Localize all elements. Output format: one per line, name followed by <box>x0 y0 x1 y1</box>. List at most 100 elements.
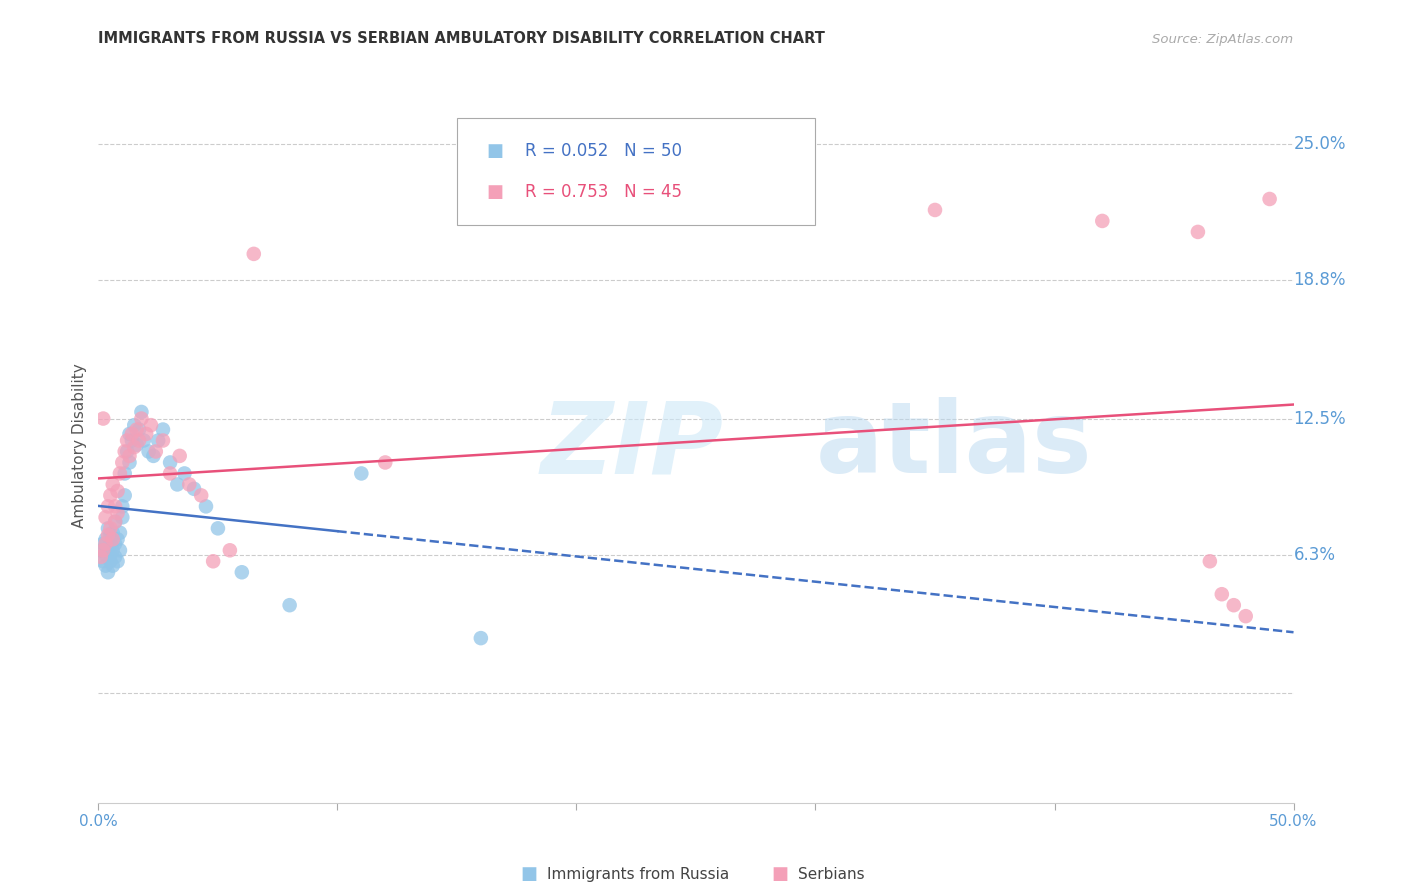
Text: 6.3%: 6.3% <box>1294 546 1336 564</box>
Point <box>169 449 191 463</box>
Point <box>202 554 225 568</box>
Point <box>108 543 131 558</box>
Point <box>104 515 127 529</box>
Point <box>152 434 174 448</box>
Point <box>128 423 150 437</box>
Text: ■: ■ <box>770 865 789 883</box>
Point <box>97 500 120 514</box>
Point <box>924 202 946 217</box>
Text: 18.8%: 18.8% <box>1294 271 1346 289</box>
Text: IMMIGRANTS FROM RUSSIA VS SERBIAN AMBULATORY DISABILITY CORRELATION CHART: IMMIGRANTS FROM RUSSIA VS SERBIAN AMBULA… <box>98 31 825 46</box>
Point <box>91 554 114 568</box>
FancyBboxPatch shape <box>457 118 815 225</box>
Point <box>470 631 492 645</box>
Point <box>118 455 141 469</box>
Point <box>104 549 127 564</box>
Point <box>350 467 373 481</box>
Point <box>94 558 117 573</box>
Point <box>101 558 124 573</box>
Text: Source: ZipAtlas.com: Source: ZipAtlas.com <box>1153 33 1294 46</box>
Point <box>114 444 136 458</box>
Point <box>1211 587 1233 601</box>
Point <box>278 598 301 612</box>
Point <box>179 477 201 491</box>
Point <box>98 528 122 542</box>
Point <box>107 533 129 547</box>
Point <box>131 411 153 425</box>
Point <box>98 537 122 551</box>
Point <box>94 533 117 547</box>
Point <box>97 566 120 580</box>
Point <box>125 423 148 437</box>
Point <box>145 444 167 458</box>
Point <box>98 521 122 535</box>
Text: 12.5%: 12.5% <box>1294 409 1346 427</box>
Point <box>104 500 127 514</box>
Point <box>101 543 124 558</box>
Point <box>115 434 138 448</box>
Text: atlas: atlas <box>815 398 1092 494</box>
Point <box>1234 609 1257 624</box>
Point <box>91 537 114 551</box>
Point <box>111 510 134 524</box>
Point <box>114 467 136 481</box>
Point <box>101 533 124 547</box>
Point <box>94 537 117 551</box>
Point <box>166 477 188 491</box>
Point <box>138 444 160 458</box>
Point <box>108 467 131 481</box>
Point <box>190 488 212 502</box>
Point <box>98 548 122 562</box>
Point <box>219 543 242 558</box>
Point <box>139 418 162 433</box>
Point <box>125 438 148 452</box>
Y-axis label: Ambulatory Disability: Ambulatory Disability <box>72 364 87 528</box>
Point <box>152 423 174 437</box>
Point <box>91 411 114 425</box>
Point <box>231 566 253 580</box>
Point <box>107 506 129 520</box>
Point <box>111 455 134 469</box>
Point <box>1091 214 1114 228</box>
Point <box>243 247 266 261</box>
Point <box>98 488 122 502</box>
Text: 25.0%: 25.0% <box>1294 135 1346 153</box>
Point <box>131 405 153 419</box>
Point <box>148 434 170 448</box>
Point <box>107 483 129 498</box>
Point <box>97 521 120 535</box>
Text: ZIP: ZIP <box>541 398 724 494</box>
Point <box>90 549 112 564</box>
Point <box>1223 598 1246 612</box>
Text: Immigrants from Russia: Immigrants from Russia <box>547 867 728 881</box>
Point <box>94 510 117 524</box>
Point <box>121 434 143 448</box>
Point <box>101 477 124 491</box>
Text: R = 0.052   N = 50: R = 0.052 N = 50 <box>524 142 682 160</box>
Point <box>115 444 138 458</box>
Point <box>1187 225 1209 239</box>
Point <box>91 543 114 558</box>
Text: R = 0.753   N = 45: R = 0.753 N = 45 <box>524 183 682 201</box>
Point <box>173 467 195 481</box>
Point <box>104 515 127 529</box>
Point <box>101 525 124 540</box>
Text: Serbians: Serbians <box>797 867 865 881</box>
Point <box>107 554 129 568</box>
Point <box>135 426 157 441</box>
Point <box>108 525 131 540</box>
Point <box>97 543 120 558</box>
Point <box>124 440 146 454</box>
Point <box>90 543 112 558</box>
Text: ■: ■ <box>520 865 537 883</box>
Point <box>94 548 117 562</box>
Point <box>97 528 120 542</box>
Point <box>98 554 122 568</box>
Point <box>207 521 229 535</box>
Text: 0.0%: 0.0% <box>79 814 118 829</box>
Point <box>374 455 396 469</box>
Text: ■: ■ <box>486 183 503 201</box>
Point <box>128 434 150 448</box>
Point <box>195 500 218 514</box>
Point <box>124 418 146 433</box>
